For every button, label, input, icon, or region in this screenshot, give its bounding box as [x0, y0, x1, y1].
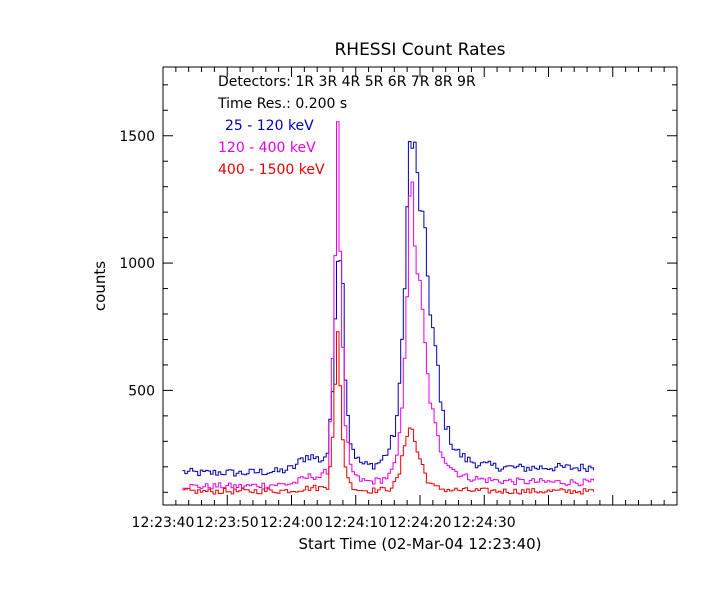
legend-item-0: 25 - 120 keV: [225, 118, 314, 134]
x-tick-label: 12:24:20: [389, 515, 452, 531]
detectors-annotation: Detectors: 1R 3R 4R 5R 6R 7R 8R 9R: [218, 74, 476, 90]
legend-item-1: 120 - 400 keV: [218, 140, 316, 156]
time-resolution-annotation: Time Res.: 0.200 s: [217, 96, 347, 112]
series-line-2: [182, 331, 594, 495]
y-axis-label: counts: [91, 261, 109, 311]
axis-ticks: [162, 67, 678, 505]
x-tick-label: 12:23:50: [196, 515, 259, 531]
series-line-0: [182, 141, 594, 477]
x-tick-label: 12:24:00: [260, 515, 323, 531]
y-tick-label: 500: [128, 383, 155, 399]
series-lines: [182, 121, 594, 495]
legend: 25 - 120 keV 120 - 400 keV 400 - 1500 keV: [218, 118, 325, 178]
chart-title: RHESSI Count Rates: [334, 40, 505, 60]
y-tick-label: 1000: [119, 256, 155, 272]
x-axis-label: Start Time (02-Mar-04 12:23:40): [298, 535, 541, 553]
x-tick-label: 12:23:40: [132, 515, 195, 531]
x-tick-label: 12:24:10: [324, 515, 387, 531]
x-tick-labels: 12:23:40 12:23:50 12:24:00 12:24:10 12:24:20…: [132, 515, 516, 531]
y-tick-label: 1500: [119, 129, 155, 145]
legend-item-2: 400 - 1500 keV: [218, 162, 325, 178]
x-tick-label: 12:24:30: [453, 515, 516, 531]
series-line-1: [182, 121, 594, 490]
y-tick-labels: 500 1000 1500: [119, 129, 155, 400]
